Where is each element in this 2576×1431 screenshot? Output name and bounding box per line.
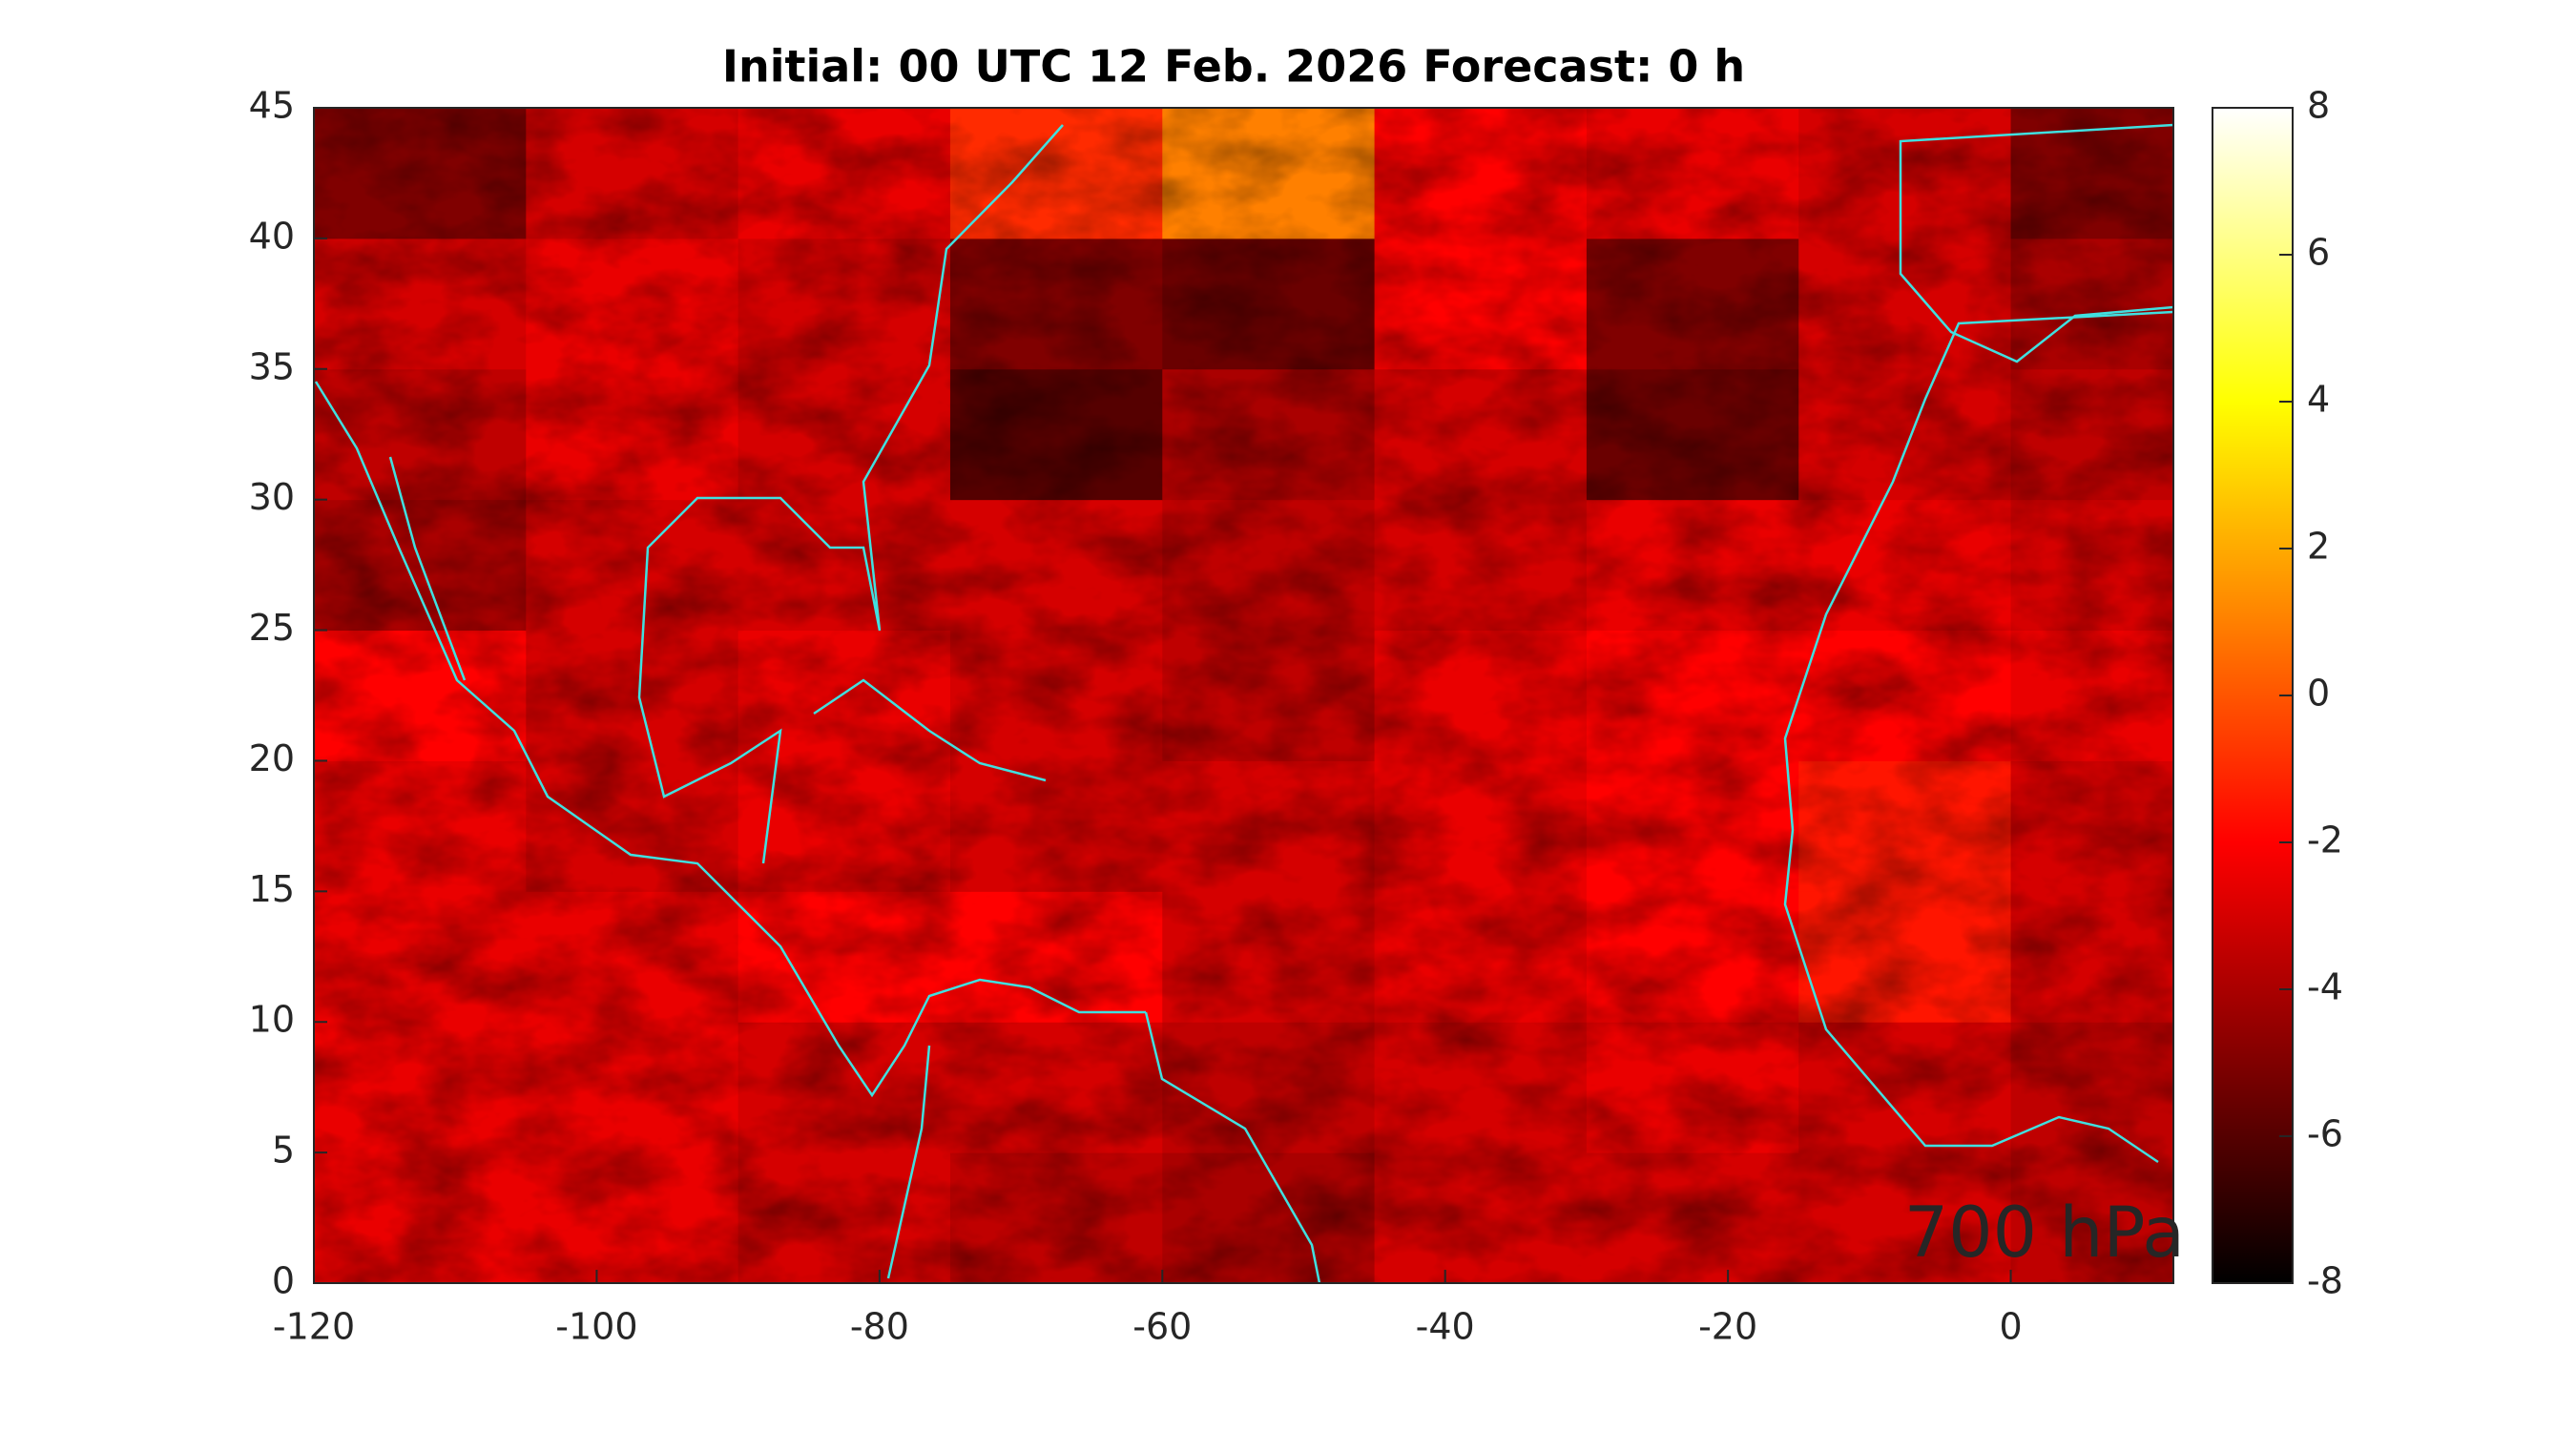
coastline xyxy=(1899,123,2173,363)
y-tick-label: 0 xyxy=(272,1260,295,1302)
coastline xyxy=(314,381,1146,1098)
colorbar-tick-label: 4 xyxy=(2307,379,2330,421)
x-tick-label: -60 xyxy=(1132,1306,1192,1348)
y-tick-label: 45 xyxy=(249,85,295,127)
y-tick-label: 20 xyxy=(249,737,295,779)
plot-frame xyxy=(313,107,2174,1284)
y-tick-label: 40 xyxy=(249,215,295,257)
colorbar-tick-label: -4 xyxy=(2307,966,2343,1008)
level-label: 700 hPa xyxy=(1904,1192,2185,1274)
texture xyxy=(314,108,2173,1283)
x-tick-label: -100 xyxy=(555,1306,637,1348)
coastline xyxy=(886,1045,931,1279)
coastline xyxy=(813,678,1047,782)
colorbar-tick-label: -2 xyxy=(2307,819,2343,861)
colorbar-tick-label: -6 xyxy=(2307,1113,2343,1155)
y-tick-label: 30 xyxy=(249,476,295,518)
y-tick-label: 10 xyxy=(249,999,295,1041)
x-tick-label: -80 xyxy=(850,1306,909,1348)
chart-title: Initial: 00 UTC 12 Feb. 2026 Forecast: 0… xyxy=(722,41,1745,93)
y-tick-label: 25 xyxy=(249,607,295,649)
colorbar-tick-label: -8 xyxy=(2307,1260,2343,1302)
colorbar-tick-label: 0 xyxy=(2307,673,2330,715)
y-tick-label: 15 xyxy=(249,868,295,910)
coastline xyxy=(1783,310,2173,1164)
coastline xyxy=(637,124,1064,864)
coastline xyxy=(388,456,467,681)
colorbar-tick-label: 8 xyxy=(2307,85,2330,127)
x-tick-label: -20 xyxy=(1698,1306,1757,1348)
coastlines xyxy=(314,123,2173,1283)
x-tick-label: -120 xyxy=(273,1306,355,1348)
colorbar-tick-label: 2 xyxy=(2307,526,2330,568)
y-tick-label: 35 xyxy=(249,345,295,387)
y-tick-label: 5 xyxy=(272,1130,295,1172)
colorbar-tick-label: 6 xyxy=(2307,232,2330,274)
x-tick-label: 0 xyxy=(1999,1306,2022,1348)
x-tick-label: -40 xyxy=(1416,1306,1475,1348)
coastline xyxy=(1144,1011,1321,1283)
